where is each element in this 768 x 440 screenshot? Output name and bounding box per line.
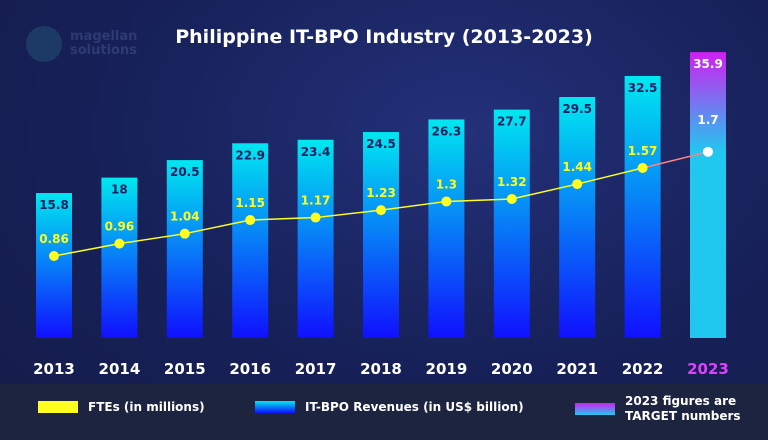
chart-title: Philippine IT-BPO Industry (2013-2023)	[175, 26, 593, 48]
fte-point	[49, 251, 59, 261]
fte-point	[572, 179, 583, 190]
bar-label: 29.5	[562, 102, 592, 116]
fte-label: 1.17	[301, 194, 331, 208]
x-tick-label: 2014	[99, 360, 141, 378]
legend-target: 2023 figures are TARGET numbers	[575, 394, 755, 424]
bar-2019	[428, 119, 465, 338]
logo-text: magellan	[70, 29, 138, 44]
fte-point	[179, 228, 190, 239]
fte-label: 1.23	[366, 186, 396, 200]
fte-label: 1.44	[562, 160, 592, 174]
bar-2020	[493, 109, 530, 338]
fte-label: 1.32	[497, 175, 527, 189]
x-tick-label: 2017	[295, 360, 337, 378]
legend: FTEs (in millions) IT-BPO Revenues (in U…	[0, 384, 768, 440]
legend-fte: FTEs (in millions)	[38, 400, 205, 414]
bar-label: 20.5	[170, 165, 200, 179]
bar-label: 15.8	[39, 198, 69, 212]
x-tick-label: 2019	[426, 360, 468, 378]
x-tick-label: 2016	[229, 360, 271, 378]
fte-point	[245, 215, 256, 226]
bar-label: 27.7	[497, 115, 527, 129]
x-tick-label: 2022	[622, 360, 664, 378]
bar-2021	[559, 97, 596, 338]
logo: magellan solutions	[26, 26, 137, 62]
x-tick-label: 2021	[556, 360, 598, 378]
fte-label: 0.86	[39, 232, 69, 246]
x-tick-label: 2018	[360, 360, 402, 378]
fte-label: 1.04	[170, 210, 200, 224]
x-tick-label: 2015	[164, 360, 206, 378]
x-tick-label: 2020	[491, 360, 533, 378]
fte-label: 1.7	[697, 113, 718, 127]
bar-2016	[232, 143, 269, 338]
fte-point	[506, 193, 517, 204]
bar-label: 35.9	[693, 57, 723, 71]
fte-line	[53, 167, 643, 257]
bar-2015	[166, 160, 203, 338]
logo-text: solutions	[70, 43, 137, 58]
x-tick-label: 2023	[687, 360, 729, 378]
compass-icon	[26, 26, 62, 62]
bar-label: 26.3	[432, 124, 462, 138]
fte-point	[441, 196, 452, 207]
fte-point	[376, 205, 386, 216]
bar-label: 18	[111, 183, 128, 197]
bar-2014	[101, 177, 138, 338]
fte-label: 1.57	[628, 144, 658, 158]
bar-2013	[36, 193, 72, 338]
bar-label: 32.5	[628, 81, 658, 95]
bar-label: 22.9	[235, 148, 265, 162]
fte-label: 1.15	[235, 196, 265, 210]
fte-label: 0.96	[105, 220, 135, 234]
bar-2018	[363, 132, 399, 338]
bar-label: 24.5	[366, 137, 396, 151]
bar-2023	[690, 52, 726, 339]
x-tick-label: 2013	[33, 360, 75, 378]
fte-point	[703, 146, 713, 157]
bar-label: 23.4	[301, 145, 331, 159]
fte-line-target	[642, 151, 709, 169]
bar-2022	[624, 75, 661, 338]
fte-point	[310, 212, 321, 223]
legend-revenue: IT-BPO Revenues (in US$ billion)	[255, 400, 524, 414]
bar-2017	[297, 139, 334, 338]
fte-point	[114, 238, 125, 249]
fte-point	[637, 162, 648, 173]
fte-label: 1.3	[436, 177, 457, 191]
